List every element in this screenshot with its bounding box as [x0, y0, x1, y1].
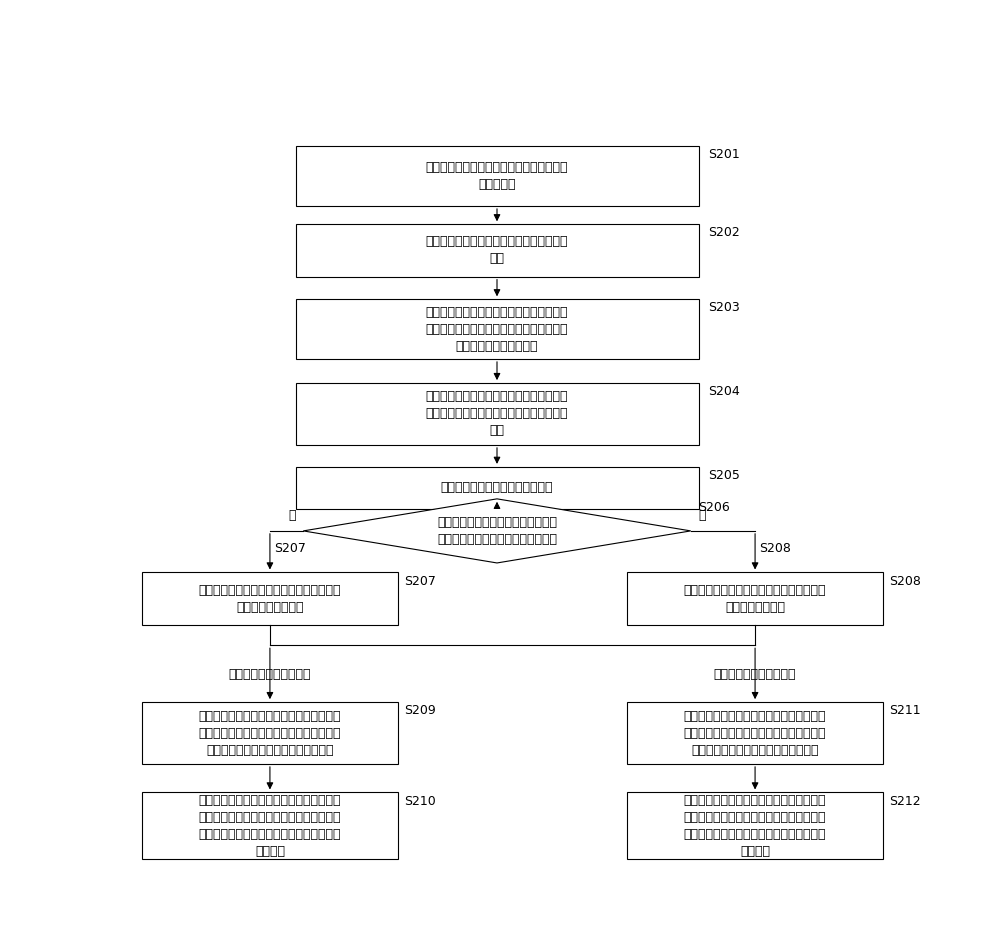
- Bar: [296, 383, 698, 445]
- Text: S207: S207: [404, 574, 436, 587]
- Text: S208: S208: [759, 542, 791, 555]
- Polygon shape: [303, 499, 691, 563]
- Bar: [296, 147, 698, 206]
- Text: 接收用户输入的第一拍摄指令，根据该第一
拍摄指令，在美颜模式的状态处于关闭状态
下通过上述前置摄像头对上述拍摄对象执行
拍摄操作: 接收用户输入的第一拍摄指令，根据该第一 拍摄指令，在美颜模式的状态处于关闭状态 …: [199, 794, 341, 858]
- Text: 将上述修改指令中包括的性别确定为上述拍
摄对象的目标性别: 将上述修改指令中包括的性别确定为上述拍 摄对象的目标性别: [684, 584, 826, 614]
- Text: S207: S207: [274, 542, 306, 555]
- Bar: [627, 702, 883, 764]
- Text: S206: S206: [698, 501, 730, 514]
- Text: 识别移动终端屏幕的成像区域中针对前置摄
像头捕捉到的拍摄对象的图像以及该图像的
目标特征的目标特征信息: 识别移动终端屏幕的成像区域中针对前置摄 像头捕捉到的拍摄对象的图像以及该图像的 …: [426, 306, 568, 353]
- Text: S205: S205: [708, 469, 740, 482]
- Text: S208: S208: [889, 574, 921, 587]
- Bar: [142, 793, 398, 859]
- Text: 根据上述启动指令，启动移动终端的前置摄
像头: 根据上述启动指令，启动移动终端的前置摄 像头: [426, 236, 568, 266]
- Text: S210: S210: [404, 795, 436, 808]
- Text: 输出上述目标特征信息对应的性别: 输出上述目标特征信息对应的性别: [441, 482, 553, 495]
- Text: S203: S203: [708, 302, 740, 314]
- Text: 否: 否: [288, 509, 296, 522]
- Text: 是: 是: [698, 509, 706, 522]
- Text: 接收用户针对移动终端上的前置摄像头输入
的启动指令: 接收用户针对移动终端上的前置摄像头输入 的启动指令: [426, 161, 568, 191]
- Bar: [296, 224, 698, 276]
- Bar: [296, 466, 698, 509]
- Text: S201: S201: [708, 149, 740, 162]
- Bar: [142, 572, 398, 625]
- Text: 将上述目标特征信息对应的性别确定为上述
拍摄对象的目标性别: 将上述目标特征信息对应的性别确定为上述 拍摄对象的目标性别: [199, 584, 341, 614]
- Text: S204: S204: [708, 385, 740, 398]
- Text: 根据移动终端中预选存储的特征信息与性别
的对应关系，确定上述目标特征信息对应的
性别: 根据移动终端中预选存储的特征信息与性别 的对应关系，确定上述目标特征信息对应的 …: [426, 391, 568, 437]
- Text: S211: S211: [889, 704, 921, 717]
- Text: S212: S212: [889, 795, 921, 808]
- Text: 当上述目标性别为第一性别且上述前置摄像
头的美颜模式的状态为开启状态时，将美颜
模式的状态由开启状态切换为关闭状态: 当上述目标性别为第一性别且上述前置摄像 头的美颜模式的状态为开启状态时，将美颜 …: [199, 710, 341, 757]
- Bar: [142, 702, 398, 764]
- Text: S209: S209: [404, 704, 436, 717]
- Bar: [296, 299, 698, 359]
- Text: 当目标性别为第二性别时: 当目标性别为第二性别时: [714, 668, 796, 681]
- Text: 接收用户输入的第二拍摄指令，根据该第二
拍摄指令，在美颜模式的状态处于开启状态
下通过上述前置摄像头对上述拍摄对象执行
拍摄操作: 接收用户输入的第二拍摄指令，根据该第二 拍摄指令，在美颜模式的状态处于开启状态 …: [684, 794, 826, 858]
- Text: 当上述目标性别为第二性别且上述前置摄像
头的美颜模式的状态为关闭状态时，将美颜
模式的状态由关闭状态切换为开启状态: 当上述目标性别为第二性别且上述前置摄像 头的美颜模式的状态为关闭状态时，将美颜 …: [684, 710, 826, 757]
- Text: 当目标性别为第一性别时: 当目标性别为第一性别时: [229, 668, 311, 681]
- Bar: [627, 572, 883, 625]
- Text: 检测是否接收到用户输入的针对上述
目标特征信息对应的性别的修改指令: 检测是否接收到用户输入的针对上述 目标特征信息对应的性别的修改指令: [437, 516, 557, 546]
- Text: S202: S202: [708, 226, 740, 239]
- Bar: [627, 793, 883, 859]
